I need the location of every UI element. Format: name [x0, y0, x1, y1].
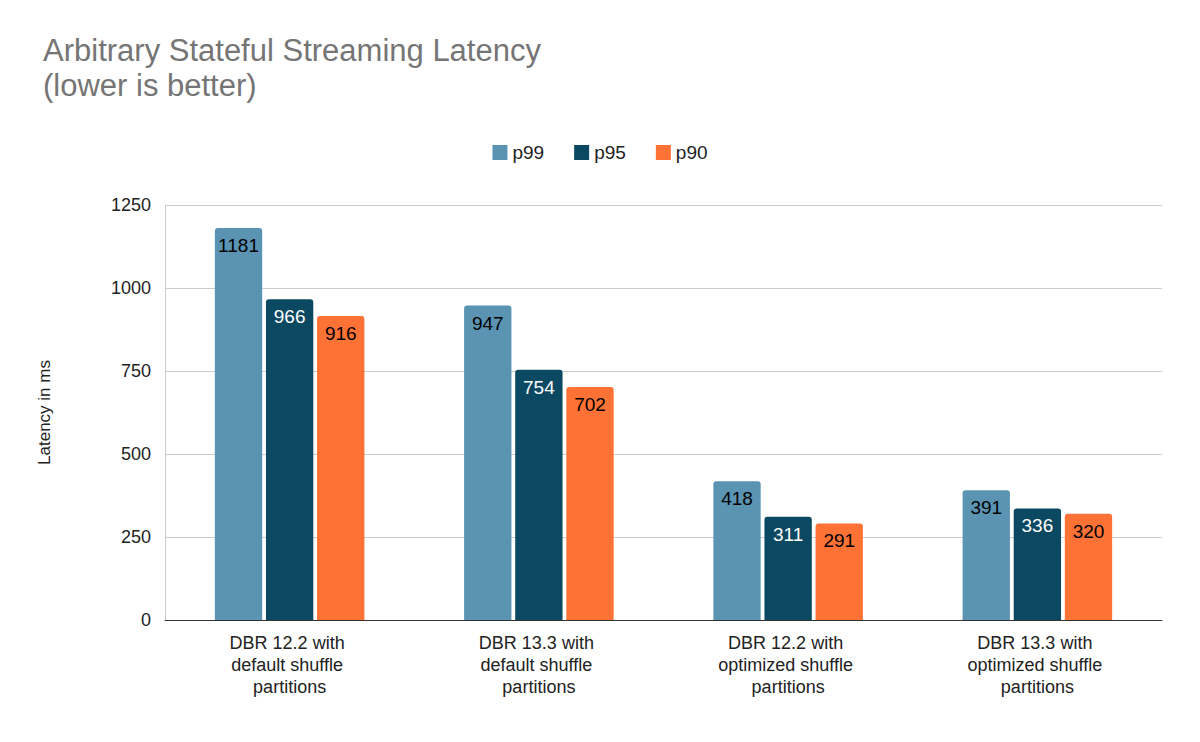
svg-text:default shuffle: default shuffle — [480, 655, 597, 675]
svg-text:optimized shuffle: optimized shuffle — [718, 655, 858, 675]
svg-text:default shuffle: default shuffle — [231, 655, 348, 675]
svg-text:500: 500 — [121, 444, 151, 464]
svg-text:947: 947 — [472, 313, 504, 334]
svg-text:1250: 1250 — [111, 195, 151, 215]
svg-text:966: 966 — [274, 306, 306, 327]
svg-text:DBR 12.2 with: DBR 12.2 with — [728, 633, 848, 653]
svg-text:1181: 1181 — [218, 235, 259, 256]
svg-text:DBR 13.3 with: DBR 13.3 with — [479, 633, 599, 653]
svg-text:320: 320 — [1073, 521, 1105, 542]
svg-text:311: 311 — [773, 524, 803, 545]
svg-text:336: 336 — [1022, 515, 1054, 536]
svg-text:DBR 12.2 with: DBR 12.2 with — [230, 633, 350, 653]
svg-text:702: 702 — [574, 394, 606, 415]
svg-text:0: 0 — [141, 610, 151, 630]
svg-text:partitions: partitions — [1001, 677, 1074, 697]
svg-text:partitions: partitions — [253, 677, 326, 697]
svg-text:optimized shuffle: optimized shuffle — [968, 655, 1108, 675]
svg-text:p90: p90 — [676, 142, 708, 163]
svg-text:1000: 1000 — [111, 278, 151, 298]
svg-text:391: 391 — [970, 497, 1002, 518]
svg-text:750: 750 — [121, 361, 151, 381]
svg-text:Arbitrary Stateful Streaming L: Arbitrary Stateful Streaming Latency — [43, 33, 541, 68]
svg-text:(lower is better): (lower is better) — [43, 68, 257, 103]
svg-text:partitions: partitions — [502, 677, 575, 697]
svg-text:916: 916 — [325, 323, 357, 344]
svg-text:partitions: partitions — [752, 677, 825, 697]
svg-text:Latency in ms: Latency in ms — [35, 360, 54, 465]
svg-text:p99: p99 — [512, 142, 544, 163]
svg-text:418: 418 — [721, 488, 753, 509]
svg-text:p95: p95 — [594, 142, 626, 163]
svg-text:250: 250 — [121, 527, 151, 547]
svg-text:DBR 13.3 with: DBR 13.3 with — [977, 633, 1097, 653]
svg-text:291: 291 — [823, 530, 855, 551]
svg-text:754: 754 — [523, 377, 555, 398]
